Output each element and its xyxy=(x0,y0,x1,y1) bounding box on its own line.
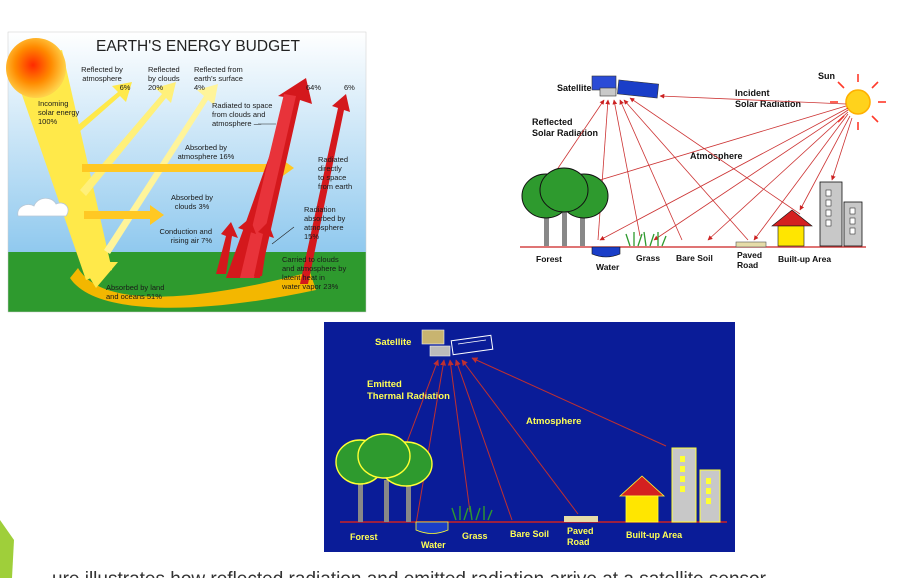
thermal-atmosphere-label: Atmosphere xyxy=(526,416,581,427)
grass-label: Grass xyxy=(636,253,660,263)
sun-label: Sun xyxy=(818,71,835,81)
budget-title: EARTH'S ENERGY BUDGET xyxy=(96,38,300,55)
satellite-icon xyxy=(591,75,659,99)
paved-road-label: Paved Road xyxy=(737,250,762,270)
incoming-solar-beam xyxy=(10,50,112,280)
grass-icon xyxy=(625,231,667,247)
thermal-forest-icon xyxy=(335,433,433,522)
label-reflected-clouds: Reflected by clouds 20% xyxy=(148,65,180,92)
energy-budget-diagram: EARTH'S ENERGY BUDGET Incoming solar ener… xyxy=(6,31,367,313)
radiated-direct-arrow xyxy=(300,94,350,284)
label-absorbed-atmosphere: Absorbed by atmosphere 16% xyxy=(178,143,235,161)
thermal-buildings-icon xyxy=(671,447,721,523)
absorbed-land-band xyxy=(70,268,316,308)
reflected-label: Reflected Solar Radiation xyxy=(532,117,598,138)
thermal-built-up-label: Built-up Area xyxy=(626,530,683,540)
slide-accent-shape xyxy=(0,520,14,578)
paved-road-icon xyxy=(735,241,767,248)
thermal-house-icon xyxy=(618,475,666,523)
absorbed-atmosphere-arrow xyxy=(82,158,294,178)
thermal-radiation-diagram: Satellite Emitted Thermal Radiation Atmos… xyxy=(324,322,735,552)
absorbed-clouds-arrow xyxy=(84,205,164,225)
thermal-water-icon xyxy=(415,521,449,534)
label-radiated-space: Radiated to space from clouds and atmosphe… xyxy=(212,101,272,128)
satellite-label: Satellite xyxy=(557,83,592,93)
budget-sun-icon xyxy=(6,38,66,98)
reflected-radiation-diagram: Satellite Sun Incident Solar Radiation Re… xyxy=(520,71,886,272)
label-radiation-absorbed: Radiation absorbed by atmosphere 15% xyxy=(304,205,346,241)
atmosphere-label: Atmosphere xyxy=(690,151,743,161)
thermal-road-icon xyxy=(564,516,598,522)
built-up-label: Built-up Area xyxy=(778,254,831,264)
water-icon xyxy=(591,246,621,258)
label-incoming: Incoming solar energy 100% xyxy=(38,99,80,126)
thermal-satellite-icon xyxy=(421,329,494,357)
buildings-icon xyxy=(819,181,863,247)
cloud-icon xyxy=(17,197,69,217)
thermal-paved-road-label: Paved Road xyxy=(567,526,594,547)
label-absorbed-land: Absorbed by land and oceans 51% xyxy=(106,283,164,301)
label-radiated-direct: Radiated directly to space from earth xyxy=(318,155,352,191)
label-6-percent: 6% xyxy=(344,83,355,92)
label-conduction: Conduction and rising air 7% xyxy=(159,227,212,245)
forest-icon xyxy=(521,167,609,246)
slide-caption: ure illustrates how reflected radiation … xyxy=(52,569,767,578)
label-reflected-atmosphere: Reflected by atmosphere 6% xyxy=(81,65,131,92)
reflected-atmosphere-arrow xyxy=(48,82,132,154)
water-label: Water xyxy=(596,262,620,272)
emitted-label: Emitted Thermal Radiation xyxy=(367,379,450,402)
sun-icon xyxy=(830,74,886,130)
label-64-percent: 64% xyxy=(306,83,321,92)
bare-soil-label: Bare Soil xyxy=(676,253,713,263)
thermal-bare-soil-label: Bare Soil xyxy=(510,529,549,539)
thermal-satellite-label: Satellite xyxy=(375,337,411,348)
thermal-water-label: Water xyxy=(421,540,446,550)
incident-label: Incident Solar Radiation xyxy=(735,88,801,109)
thermal-grass-icon xyxy=(451,505,493,521)
label-reflected-surface: Reflected from earth's surface 4% xyxy=(194,65,243,92)
thermal-grass-label: Grass xyxy=(462,531,488,541)
label-absorbed-clouds: Absorbed by clouds 3% xyxy=(171,193,213,211)
forest-label: Forest xyxy=(536,254,562,264)
thermal-forest-label: Forest xyxy=(350,532,378,542)
label-carried: Carried to clouds and atmosphere by latent… xyxy=(281,255,346,291)
house-icon xyxy=(771,209,813,247)
